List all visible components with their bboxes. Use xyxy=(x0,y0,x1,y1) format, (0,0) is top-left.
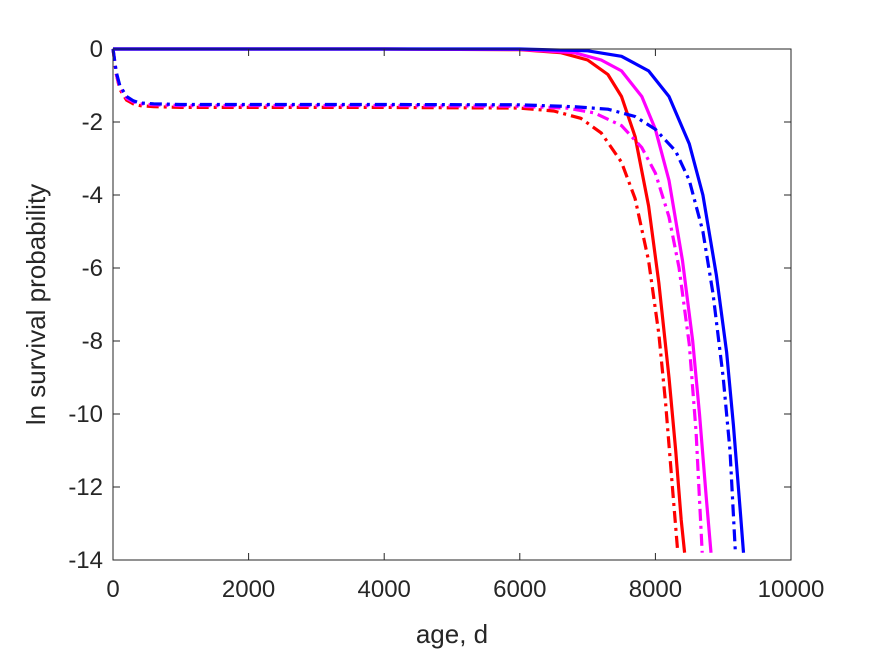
y-tick-label: -6 xyxy=(82,255,103,282)
y-tick-label: -2 xyxy=(82,109,103,136)
x-tick-label: 0 xyxy=(106,576,119,603)
x-tick-label: 8000 xyxy=(629,576,682,603)
x-axis-label: age, d xyxy=(416,619,488,649)
x-tick-label: 10000 xyxy=(758,576,825,603)
y-tick-label: 0 xyxy=(90,36,103,63)
x-tick-label: 4000 xyxy=(358,576,411,603)
y-tick-label: -10 xyxy=(68,401,103,428)
x-tick-label: 2000 xyxy=(222,576,275,603)
y-tick-label: -4 xyxy=(82,182,103,209)
series-line-4 xyxy=(111,48,680,553)
y-axis-label: ln survival probability xyxy=(21,184,51,425)
axes-box xyxy=(112,48,792,561)
tick-layer: 0 2000 4000 6000 8000 10000 0 -2 -4 -6 -8 -10 -12 -14 xyxy=(68,36,824,603)
series-line-6 xyxy=(111,48,737,553)
y-tick-label: -14 xyxy=(68,547,103,574)
y-tick-label: -8 xyxy=(82,328,103,355)
x-tick-label: 6000 xyxy=(493,576,546,603)
y-tick-label: -12 xyxy=(68,474,103,501)
